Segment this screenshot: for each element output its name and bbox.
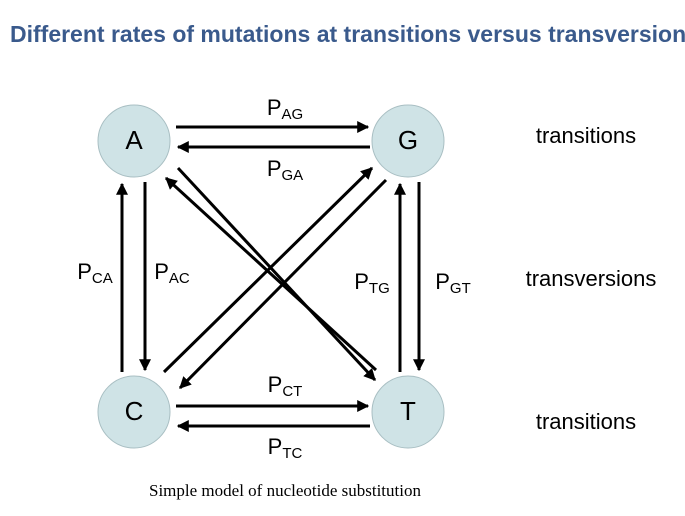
- node: [97, 375, 171, 449]
- sub: AG: [282, 106, 304, 123]
- node: [371, 104, 445, 178]
- side-label: transversions: [526, 266, 657, 291]
- node-label: C: [125, 396, 144, 426]
- arrow: [176, 166, 377, 382]
- edge-label: PGA: [267, 156, 303, 184]
- side-label: transitions: [536, 123, 636, 148]
- arrow: [162, 166, 374, 374]
- sub: GT: [450, 280, 471, 297]
- edge-label: PTG: [354, 269, 390, 297]
- p: P: [268, 434, 283, 459]
- node-label: G: [398, 125, 418, 155]
- p: P: [267, 156, 282, 181]
- arrow: [164, 176, 378, 372]
- edge-label: PAC: [154, 259, 190, 287]
- edge-label: PGT: [435, 269, 471, 297]
- p: P: [435, 269, 450, 294]
- p: P: [77, 259, 92, 284]
- node: [371, 375, 445, 449]
- edge-label: PCA: [77, 259, 113, 287]
- side-label: transitions: [536, 409, 636, 434]
- node-label: T: [400, 396, 416, 426]
- sub: CA: [92, 270, 113, 287]
- p: P: [154, 259, 169, 284]
- edge-label: PTC: [268, 434, 303, 462]
- p: P: [267, 95, 282, 120]
- p: P: [354, 269, 369, 294]
- node-label: A: [125, 125, 143, 155]
- sub: CT: [282, 383, 302, 400]
- title: Different rates of mutations at transiti…: [10, 21, 685, 47]
- edge-label: PAG: [267, 95, 303, 123]
- node: [97, 104, 171, 178]
- arrow: [178, 178, 388, 390]
- edge-label: PCT: [268, 372, 303, 400]
- sub: GA: [282, 167, 304, 184]
- p: P: [268, 372, 283, 397]
- sub: AC: [169, 270, 190, 287]
- caption: Simple model of nucleotide substitution: [149, 481, 421, 500]
- sub: TC: [282, 445, 302, 462]
- sub: TG: [369, 280, 390, 297]
